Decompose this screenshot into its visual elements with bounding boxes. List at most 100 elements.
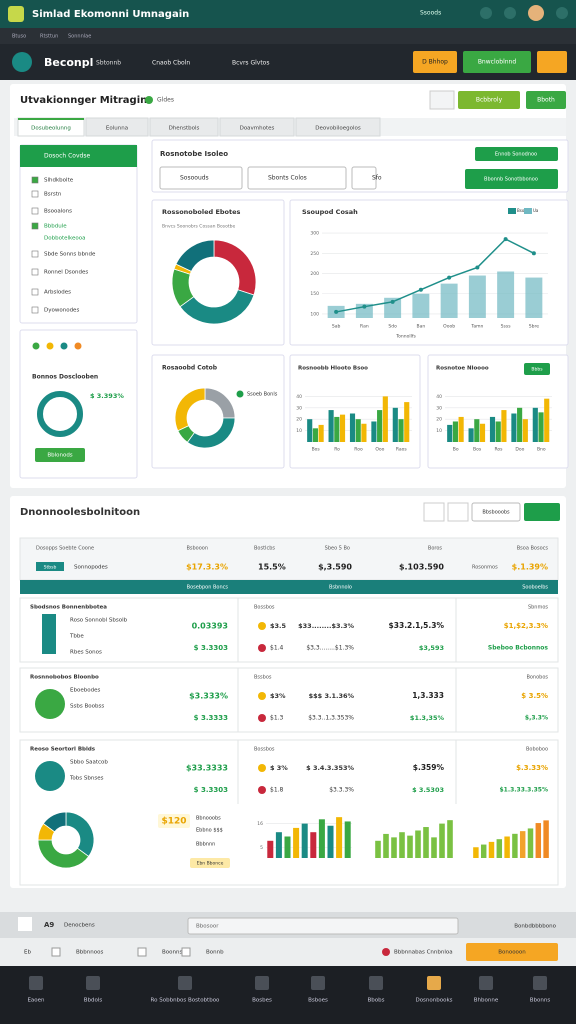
donut-slice	[42, 811, 67, 833]
sidebar-item[interactable]: Arbslodes	[44, 290, 71, 296]
action-item[interactable]: Bbbnnoos	[76, 950, 103, 956]
sidebar-item[interactable]: Dobbotelkeooa	[44, 236, 86, 242]
checkbox[interactable]	[31, 288, 39, 296]
nav-label[interactable]: Bosbes	[252, 998, 272, 1004]
bar	[383, 833, 389, 858]
nav-label[interactable]: Bbobs	[368, 998, 385, 1004]
bar	[398, 419, 404, 442]
nav-icon[interactable]	[427, 976, 441, 990]
block-metric: $,3.3%	[525, 715, 548, 722]
tab-label: Dhenstbols	[169, 126, 200, 132]
action-item[interactable]: Boonns	[162, 950, 182, 956]
x-tick-label: Sdo	[388, 324, 397, 330]
icon-button[interactable]	[429, 90, 455, 110]
checkbox[interactable]	[31, 222, 39, 230]
nav-label[interactable]: Bbonns	[530, 998, 551, 1004]
sidebar-item[interactable]: Bsooalons	[44, 209, 72, 215]
tab[interactable]	[149, 117, 219, 137]
block-value: 0.03393	[192, 622, 228, 631]
x-tick-label: Ro	[334, 447, 340, 453]
checkbox[interactable]	[31, 207, 39, 215]
main-button[interactable]	[458, 91, 520, 109]
select[interactable]	[351, 166, 377, 190]
main-button[interactable]	[526, 91, 566, 109]
report-button[interactable]	[471, 502, 521, 522]
action-item[interactable]: Eb	[24, 950, 31, 956]
header-icon-button[interactable]	[537, 51, 567, 73]
header-link[interactable]: Bcvrs Glvtos	[232, 60, 269, 67]
nav-label[interactable]: Bhbonne	[474, 998, 499, 1004]
chart-card	[289, 199, 569, 346]
sidebar-item[interactable]: Sbde Sonns bbnde	[44, 252, 96, 258]
line-point	[475, 265, 480, 270]
sidebar-item[interactable]: Ronnel Dsondes	[44, 270, 88, 276]
header-button[interactable]	[413, 51, 457, 73]
bar	[415, 830, 421, 858]
toolbar-icon[interactable]	[504, 7, 516, 19]
sub-bar-item[interactable]: Rtsttun	[40, 34, 58, 40]
checkbox[interactable]	[31, 306, 39, 314]
x-tick-label: Bos	[473, 447, 482, 453]
line-point	[362, 304, 367, 309]
checkbox[interactable]	[31, 268, 39, 276]
block-value: $33.3333	[186, 764, 228, 773]
bar	[522, 419, 528, 442]
nav-label[interactable]: Ro Sobbnbos Bostobtboo	[151, 998, 221, 1004]
action-item[interactable]: Bonnb	[206, 950, 224, 956]
tab[interactable]	[219, 117, 295, 137]
sidebar-item[interactable]: Bbbdule	[44, 224, 67, 230]
filter-button[interactable]	[465, 169, 558, 189]
card-button[interactable]	[35, 448, 85, 462]
badge-icon	[60, 342, 68, 350]
tab[interactable]	[295, 117, 381, 137]
checkbox[interactable]	[31, 176, 39, 184]
donut-slice	[175, 239, 215, 272]
nav-label[interactable]: Dosnonbooks	[415, 998, 452, 1004]
select[interactable]	[159, 166, 243, 190]
bar	[480, 844, 487, 858]
menu-icon[interactable]	[556, 7, 568, 19]
nav-label[interactable]: Eaoen	[27, 998, 45, 1004]
bar	[423, 827, 429, 858]
nav-icon[interactable]	[479, 976, 493, 990]
report-button[interactable]	[524, 503, 560, 521]
avatar[interactable]	[528, 5, 544, 21]
bar	[519, 831, 526, 858]
icon-button[interactable]	[447, 502, 469, 522]
sidebar-item[interactable]: Dyowonodes	[44, 308, 79, 314]
action-button[interactable]	[466, 943, 558, 961]
card-title: Bonnos Dosclooben	[32, 374, 98, 381]
sidebar-item[interactable]: Slhdkbolte	[44, 178, 74, 184]
nav-icon[interactable]	[255, 976, 269, 990]
bar	[392, 407, 398, 442]
filter-button[interactable]	[475, 147, 558, 161]
nav-icon[interactable]	[178, 976, 192, 990]
line-point	[503, 237, 508, 242]
icon-button[interactable]	[423, 502, 445, 522]
nav-label[interactable]: Bsboes	[308, 998, 328, 1004]
button-label: Bnwcloblnnd	[478, 59, 517, 66]
nav-icon[interactable]	[311, 976, 325, 990]
row-value: $,3.590	[318, 563, 352, 572]
nav-icon[interactable]	[86, 976, 100, 990]
nav-icon[interactable]	[29, 976, 43, 990]
checkbox[interactable]	[31, 250, 39, 258]
chart-button[interactable]	[524, 363, 550, 375]
block-line: Ssbs Boobss	[70, 704, 104, 710]
search-box[interactable]	[187, 917, 459, 935]
main-status: Gldes	[157, 97, 174, 104]
nav-icon[interactable]	[369, 976, 383, 990]
nav-icon[interactable]	[533, 976, 547, 990]
header-button[interactable]	[463, 51, 531, 73]
nav-label[interactable]: Bbdols	[84, 998, 103, 1004]
search-placeholder: Bbosoor	[196, 924, 219, 930]
button-label: Bbsbooobs	[482, 510, 510, 516]
tab[interactable]	[85, 117, 149, 137]
checkbox[interactable]	[31, 190, 39, 198]
sub-bar-item[interactable]: Btuso	[12, 34, 26, 40]
select[interactable]	[247, 166, 347, 190]
header-link[interactable]: Cnaob Cboln	[152, 60, 190, 67]
toolbar-icon[interactable]	[480, 7, 492, 19]
sidebar-item[interactable]: Bsrstn	[44, 192, 62, 198]
sub-bar-item[interactable]: Sonnnlae	[68, 34, 91, 40]
